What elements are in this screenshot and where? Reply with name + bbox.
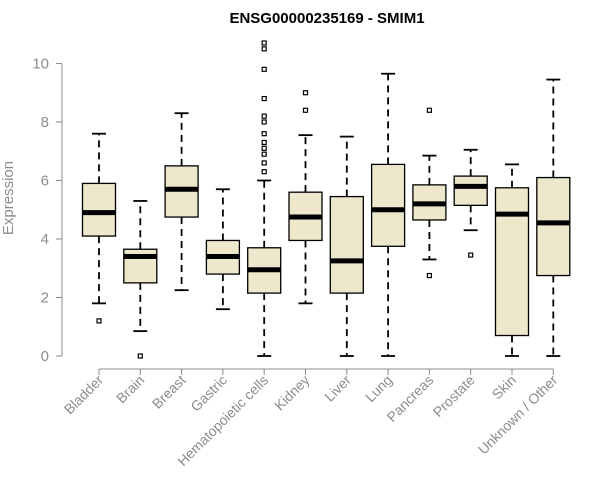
x-tick-label: Kidney — [271, 372, 313, 414]
y-axis: 0 2 4 6 8 10 — [32, 55, 63, 365]
outlier-point — [261, 119, 267, 125]
x-tick-label: Liver — [321, 372, 354, 405]
y-tick-label: 6 — [41, 172, 49, 189]
box-group — [453, 148, 488, 258]
iqr-box — [370, 163, 406, 247]
iqr-box — [81, 182, 117, 237]
outlier-point — [261, 139, 267, 146]
outlier-point — [261, 131, 267, 137]
x-tick-label: Prostate — [430, 372, 478, 420]
outlier-point — [96, 318, 102, 324]
box-group — [412, 107, 447, 279]
x-tick-label: Lung — [362, 372, 395, 405]
x-tick-label: Bladder — [61, 372, 107, 418]
outlier-point — [302, 90, 309, 96]
outlier-point — [426, 272, 432, 279]
outlier-point — [261, 160, 267, 166]
iqr-box — [329, 195, 364, 294]
box-group — [329, 135, 364, 357]
y-tick-label: 4 — [41, 231, 49, 248]
outlier-point — [426, 107, 432, 113]
chart-title: ENSG00000235169 - SMIM1 — [229, 10, 424, 27]
outlier-point — [261, 151, 267, 157]
box-group — [123, 200, 158, 359]
iqr-box — [494, 187, 530, 337]
y-tick-label: 10 — [32, 55, 49, 72]
x-tick-label: Breast — [149, 372, 189, 412]
box-group — [164, 112, 199, 292]
plot-area — [81, 40, 571, 359]
iqr-box — [453, 175, 488, 207]
box-group — [81, 132, 117, 324]
outlier-point — [261, 169, 267, 175]
box-group — [205, 188, 241, 311]
outlier-point — [302, 107, 309, 113]
box-group — [536, 78, 571, 357]
outlier-point — [261, 95, 267, 102]
box-group — [288, 90, 323, 305]
iqr-box — [536, 176, 571, 277]
outlier-point — [261, 66, 267, 72]
box-group — [494, 163, 530, 357]
y-axis-label: Expression — [0, 161, 17, 235]
y-tick-label: 0 — [41, 348, 49, 365]
y-tick-label: 8 — [41, 114, 49, 131]
outlier-point — [137, 353, 143, 359]
box-group — [370, 72, 406, 357]
outlier-point — [261, 40, 267, 46]
y-tick-label: 2 — [41, 289, 49, 306]
box-group — [247, 40, 282, 357]
outlier-point — [261, 113, 267, 119]
x-tick-label: Skin — [489, 372, 520, 403]
x-tick-label: Brain — [113, 372, 147, 406]
outlier-point — [468, 252, 474, 258]
outlier-point — [261, 46, 267, 52]
outlier-point — [261, 145, 267, 151]
